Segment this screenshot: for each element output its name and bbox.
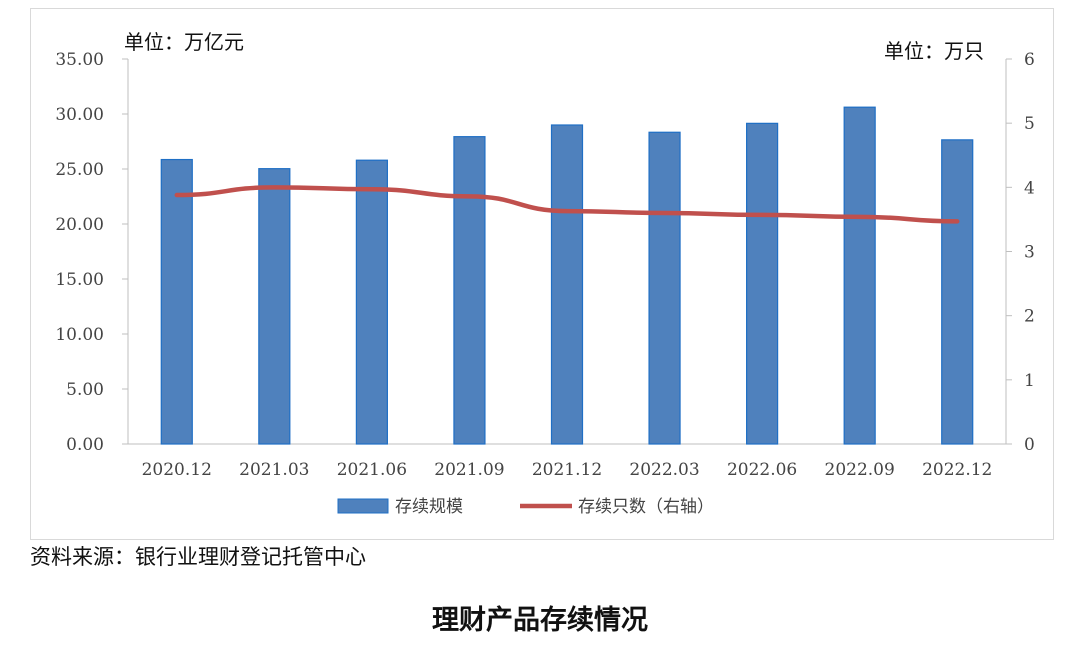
right-tick-label: 5 (1024, 114, 1035, 134)
legend-line-label: 存续只数（右轴） (578, 497, 714, 517)
x-tick-label: 2020.12 (142, 460, 212, 480)
x-tick-label: 2022.06 (727, 460, 797, 480)
bar (941, 139, 974, 445)
x-tick-label: 2021.09 (434, 460, 504, 480)
left-tick-label: 20.00 (55, 215, 104, 235)
right-tick-label: 4 (1024, 178, 1035, 198)
left-tick-label: 35.00 (55, 50, 104, 70)
chart-caption: 理财产品存续情况 (432, 605, 648, 636)
x-tick-label: 2021.12 (532, 460, 602, 480)
bar (160, 158, 193, 445)
bar (550, 124, 584, 445)
left-tick-label: 5.00 (66, 380, 104, 400)
right-tick-label: 0 (1024, 435, 1035, 455)
legend-bar-swatch (337, 498, 389, 514)
x-tick-label: 2021.03 (239, 460, 309, 480)
x-tick-label: 2022.09 (825, 460, 895, 480)
bar (355, 159, 388, 445)
source-note: 资料来源：银行业理财登记托管中心 (30, 545, 366, 569)
bar (258, 168, 291, 445)
line-series (174, 185, 960, 224)
bar (843, 106, 876, 445)
right-tick-label: 1 (1024, 371, 1035, 391)
right-tick-label: 6 (1024, 50, 1035, 70)
left-axis-unit: 单位：万亿元 (124, 30, 244, 54)
legend: 存续规模 存续只数（右轴） (337, 497, 714, 517)
bar-series (160, 106, 974, 445)
count-line (174, 185, 960, 224)
bar (648, 131, 681, 445)
right-tick-label: 3 (1024, 243, 1035, 263)
left-tick-label: 10.00 (55, 325, 104, 345)
left-tick-label: 25.00 (55, 160, 104, 180)
legend-bar-label: 存续规模 (395, 497, 463, 517)
left-tick-label: 0.00 (66, 435, 104, 455)
right-axis-unit: 单位：万只 (884, 39, 984, 63)
left-tick-label: 30.00 (55, 105, 104, 125)
bar (746, 122, 779, 445)
left-tick-label: 15.00 (55, 270, 104, 290)
chart-frame (30, 8, 1054, 540)
tick-labels: 0.00 5.00 10.00 15.00 20.00 25.00 30.00 35.00 0 1… (55, 50, 1035, 480)
bar (453, 136, 486, 445)
x-tick-label: 2022.03 (629, 460, 699, 480)
x-tick-label: 2022.12 (922, 460, 992, 480)
right-tick-label: 2 (1024, 307, 1035, 327)
x-tick-label: 2021.06 (337, 460, 407, 480)
